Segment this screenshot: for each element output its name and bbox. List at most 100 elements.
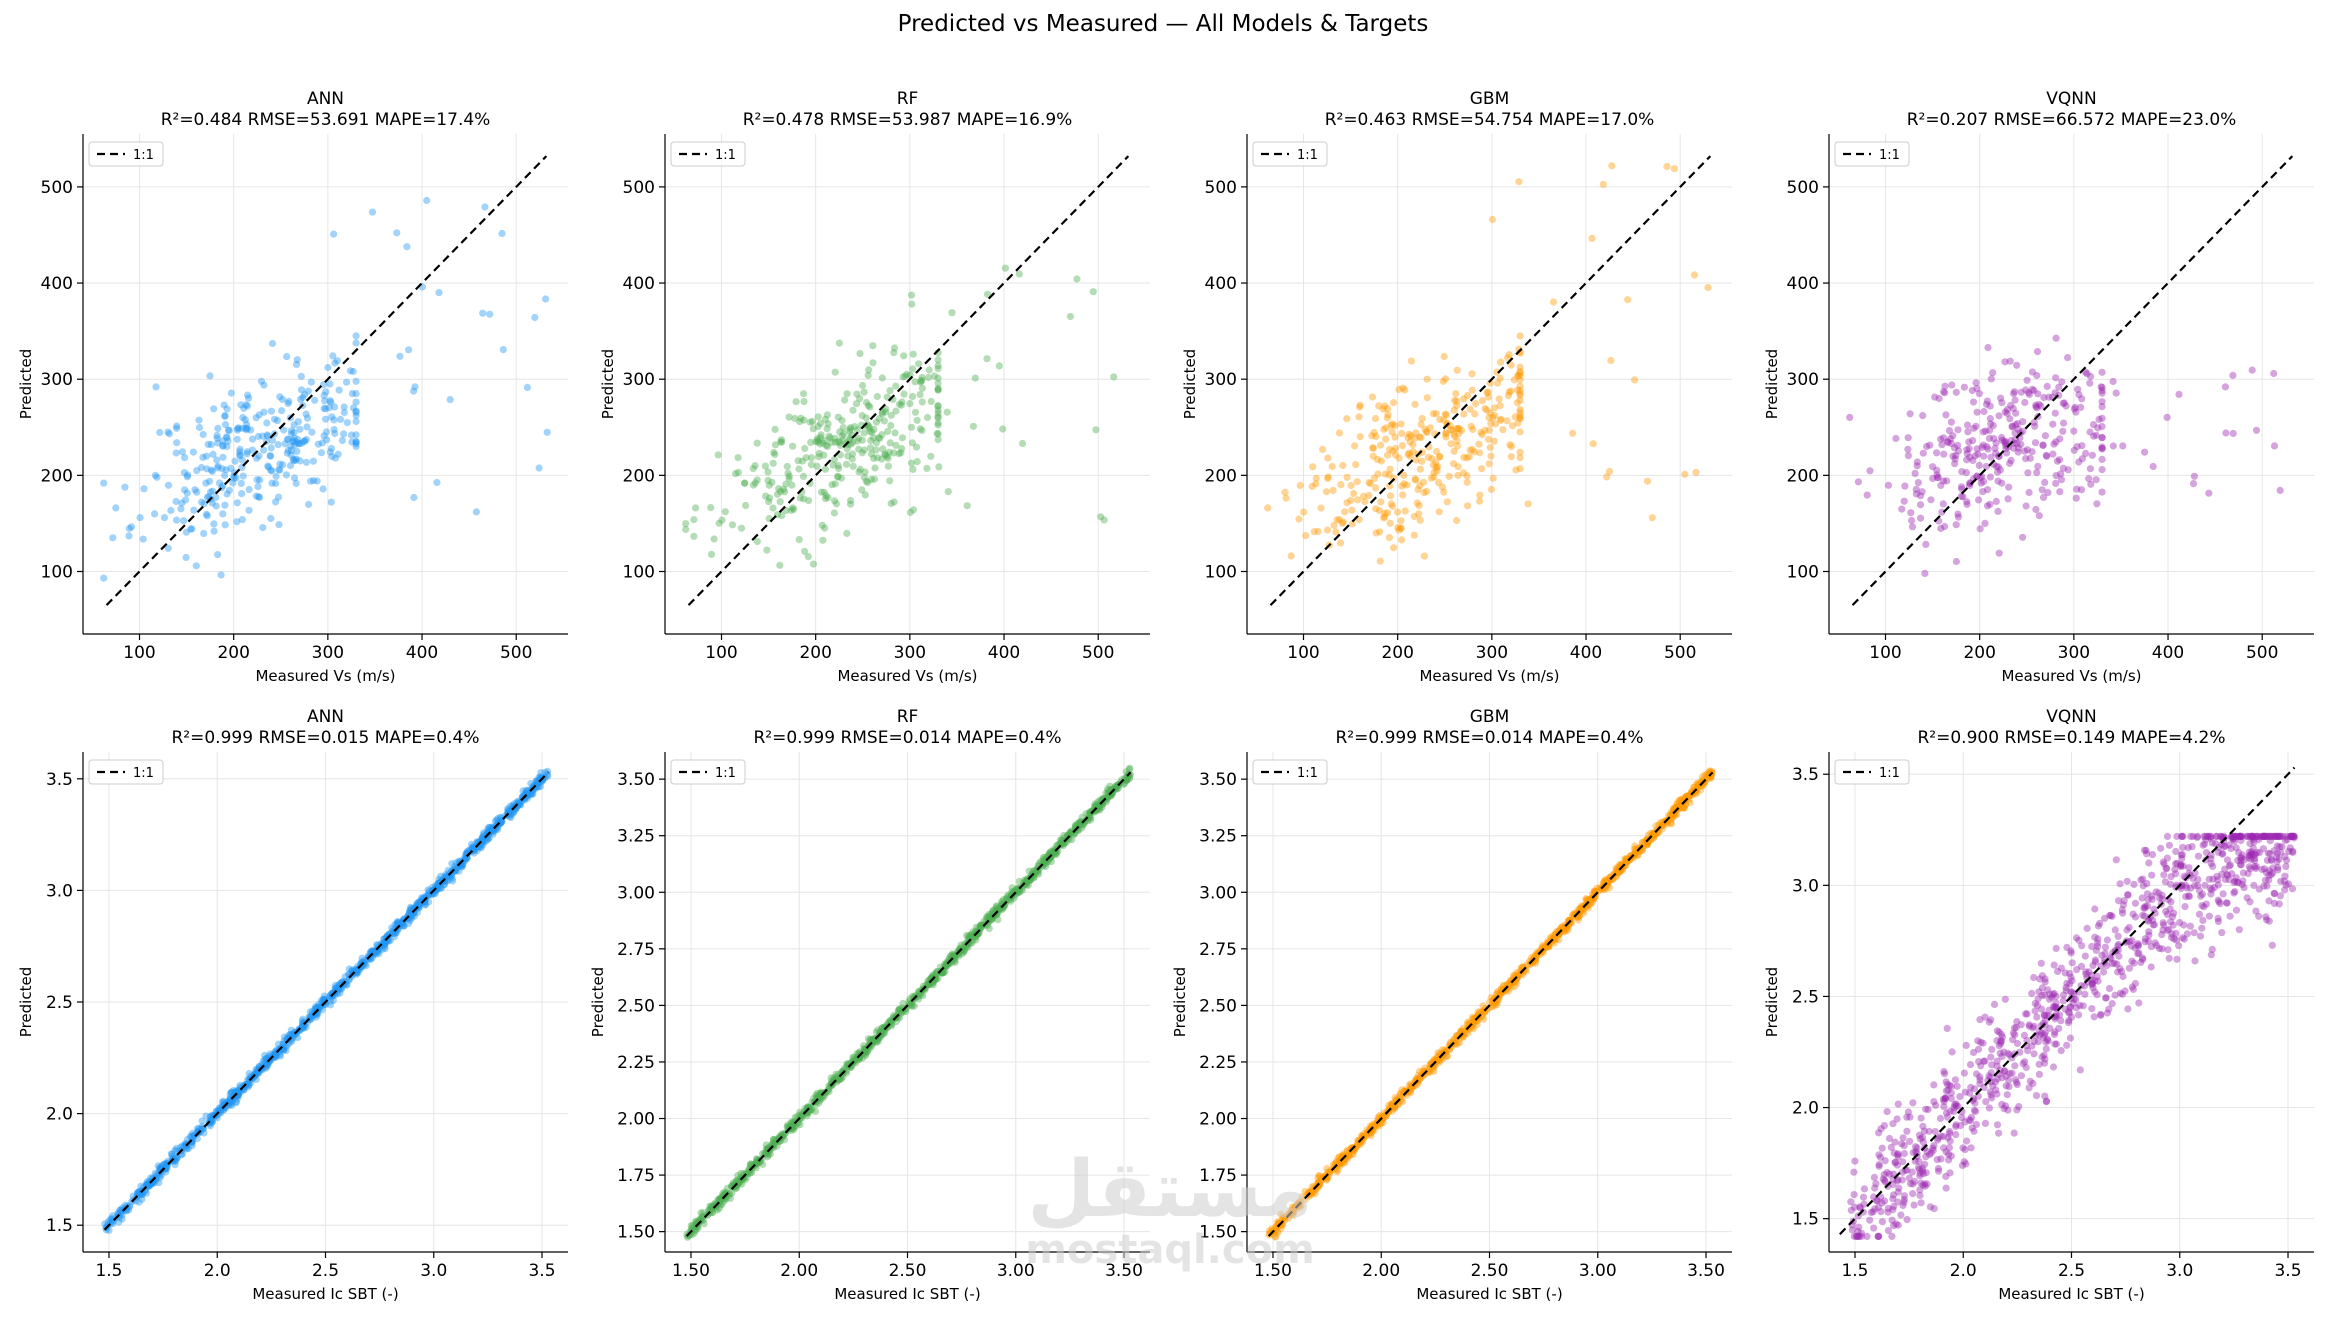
- scatter-point: [274, 441, 282, 449]
- scatter-point: [203, 512, 211, 520]
- scatter-point: [2091, 905, 2099, 913]
- scatter-point: [172, 1144, 180, 1152]
- scatter-point: [314, 1003, 322, 1011]
- scatter-point: [195, 423, 204, 432]
- scatter-point: [1439, 377, 1447, 385]
- scatter-point: [468, 845, 476, 854]
- scatter-point: [1899, 1134, 1907, 1142]
- scatter-point: [242, 401, 250, 409]
- scatter-point: [1464, 502, 1472, 510]
- scatter-point: [1678, 804, 1686, 812]
- scatter-point: [1371, 414, 1380, 423]
- scatter-point: [2017, 388, 2025, 396]
- scatter-point: [2005, 483, 2013, 491]
- scatter-point: [2011, 396, 2019, 404]
- scatter-point: [1467, 422, 1475, 430]
- scatter-point: [294, 418, 302, 426]
- scatter-point: [2032, 505, 2040, 514]
- scatter-point: [287, 451, 295, 459]
- scatter-point: [1588, 234, 1596, 242]
- scatter-point: [826, 434, 834, 442]
- scatter-point: [1415, 510, 1423, 518]
- scatter-point: [1386, 482, 1394, 490]
- scatter-point: [1390, 544, 1398, 552]
- scatter-point: [1486, 443, 1494, 452]
- scatter-point: [1468, 386, 1476, 394]
- scatter-point: [383, 933, 391, 941]
- scatter-point: [326, 997, 335, 1005]
- scatter-point: [210, 520, 218, 528]
- scatter-point: [1478, 465, 1486, 473]
- scatter-point: [534, 777, 542, 785]
- scatter-point: [2111, 926, 2119, 934]
- scatter-point: [797, 414, 805, 422]
- scatter-point: [1870, 1173, 1878, 1181]
- scatter-point: [101, 1220, 109, 1228]
- scatter-point: [392, 929, 400, 937]
- scatter-point: [380, 940, 388, 948]
- scatter-point: [1943, 1024, 1951, 1032]
- scatter-point: [1951, 444, 1959, 452]
- scatter-point: [214, 462, 222, 470]
- scatter-point: [210, 527, 218, 535]
- scatter-point: [2045, 393, 2053, 401]
- scatter-point: [1917, 514, 1925, 522]
- scatter-point: [486, 824, 494, 832]
- tick-label-y: 200: [623, 466, 655, 486]
- scatter-point: [853, 390, 861, 398]
- scatter-point: [1416, 482, 1424, 490]
- scatter-point: [907, 423, 916, 431]
- scatter-point: [1352, 461, 1360, 469]
- scatter-point: [529, 790, 537, 798]
- scatter-point: [410, 493, 418, 502]
- scatter-point: [340, 430, 348, 438]
- scatter-point: [2198, 924, 2206, 932]
- scatter-point: [829, 461, 837, 469]
- scatter-point: [485, 828, 493, 836]
- scatter-point: [2060, 419, 2068, 427]
- scatter-point: [406, 916, 414, 925]
- legend-label: 1:1: [1297, 148, 1318, 163]
- scatter-point: [815, 449, 823, 457]
- scatter-point: [2052, 374, 2060, 382]
- scatter-point: [388, 927, 396, 936]
- scatter-point: [785, 413, 793, 421]
- scatter-point: [867, 450, 876, 458]
- scatter-point: [2051, 389, 2059, 397]
- scatter-point: [2033, 348, 2042, 356]
- scatter-point: [1412, 429, 1420, 437]
- scatter-point: [348, 390, 356, 398]
- tick-label-y: 1.50: [617, 1223, 655, 1243]
- scatter-point: [868, 428, 876, 436]
- scatter-point: [796, 494, 804, 502]
- scatter-point: [189, 448, 197, 456]
- scatter-point: [212, 502, 220, 510]
- scatter-point: [137, 1189, 145, 1198]
- scatter-point: [697, 1209, 705, 1217]
- scatter-point: [2025, 388, 2033, 397]
- legend: 1:1: [88, 141, 164, 167]
- scatter-point: [1453, 516, 1461, 525]
- scatter-point: [1981, 519, 1989, 528]
- scatter-point: [318, 439, 326, 447]
- scatter-point: [805, 497, 813, 505]
- scatter-point: [255, 493, 263, 501]
- scatter-point: [1441, 410, 1449, 418]
- scatter-point: [292, 455, 301, 463]
- scatter-point: [2019, 533, 2027, 541]
- scatter-point: [1995, 412, 2003, 420]
- chart-panel-1: 100 200 300 400 500100200300400500ANNR²=0.48…: [17, 89, 568, 685]
- scatter-point: [802, 454, 810, 462]
- scatter-point: [1410, 531, 1418, 539]
- scatter-point: [330, 426, 338, 434]
- scatter-point: [399, 916, 407, 924]
- scatter-point: [227, 1100, 235, 1108]
- scatter-point: [248, 435, 257, 443]
- scatter-point: [282, 471, 290, 479]
- scatter-point: [229, 479, 237, 487]
- scatter-point: [776, 488, 785, 496]
- scatter-point: [1416, 516, 1424, 524]
- scatter-point: [193, 1125, 201, 1133]
- scatter-point: [816, 440, 824, 448]
